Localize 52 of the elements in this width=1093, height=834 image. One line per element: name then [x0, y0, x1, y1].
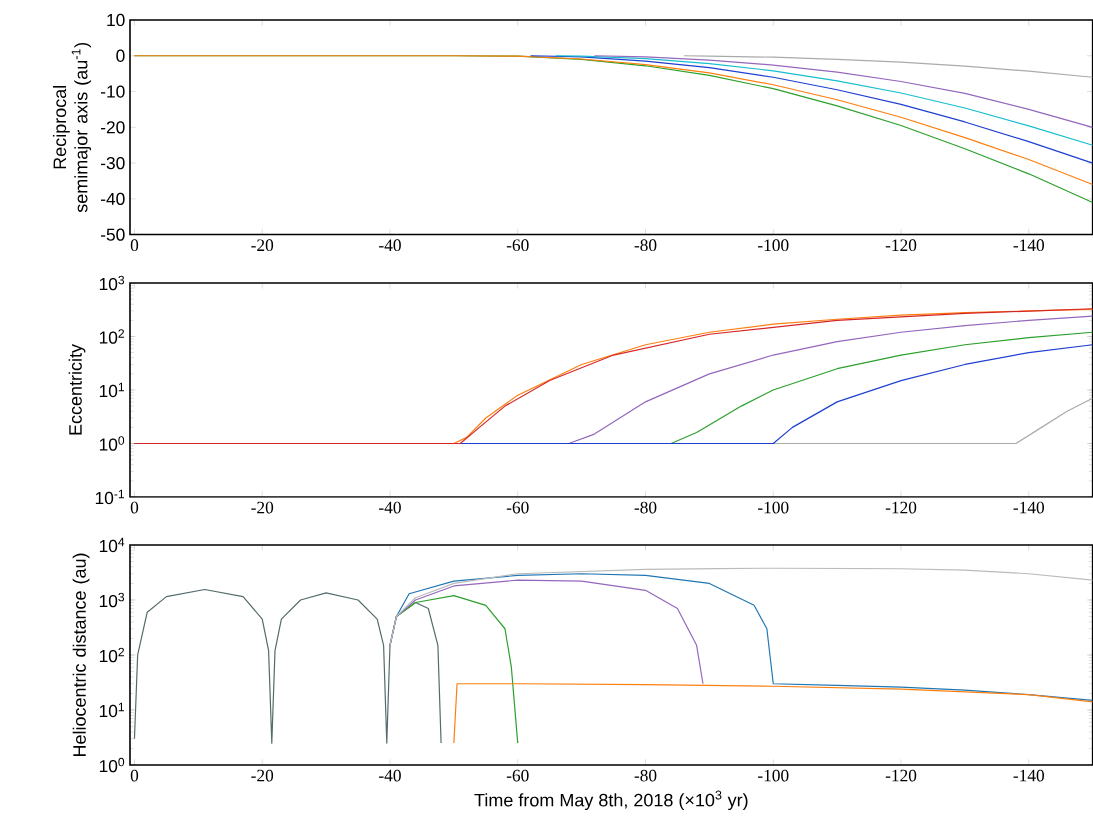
x-axis-title: Time from May 8th, 2018 (×10$^{3}$ yr)	[474, 790, 748, 811]
x-tick-label: -120	[885, 769, 917, 782]
x-tick-label: -100	[758, 239, 789, 252]
x-tick-label: -60	[506, 769, 529, 782]
y-tick-label: 10$^{2}$	[99, 647, 124, 663]
line-series	[555, 55, 1093, 146]
x-tick-label: -80	[634, 769, 657, 782]
y-tick-label: -50	[101, 228, 125, 241]
line-series	[593, 55, 1093, 128]
x-tick-label: -20	[251, 769, 274, 782]
y-tick-label: -40	[101, 192, 125, 205]
y-tick-label: 10$^{3}$	[99, 592, 125, 608]
y-tick-label: 10$^{1}$	[99, 382, 125, 398]
y-tick-label: 10$^{-1}$	[95, 489, 125, 505]
line-series	[683, 55, 1093, 78]
x-tick-label: -120	[885, 239, 917, 252]
x-tick-label: -60	[506, 501, 529, 514]
y-tick-label: -30	[101, 156, 125, 170]
y-tick-label: -10	[101, 85, 125, 98]
y-axis-title: Reciprocal semimajor axis (au$^{-1}$)	[52, 42, 92, 213]
y-tick-label: 10$^{2}$	[99, 329, 124, 344]
x-tick-label: -140	[1013, 239, 1044, 252]
line-series	[133, 588, 442, 744]
y-tick-label: 10$^{0}$	[99, 757, 125, 773]
x-tick-label: -80	[634, 239, 657, 252]
x-tick-label: 0	[130, 239, 139, 252]
x-tick-label: -120	[885, 501, 917, 514]
line-series	[529, 55, 1093, 164]
x-tick-label: 0	[130, 769, 139, 782]
x-tick-label: -40	[379, 501, 401, 514]
line-series	[453, 683, 1093, 744]
y-tick-label: 10$^{0}$	[99, 436, 125, 451]
x-tick-label: -140	[1013, 769, 1045, 782]
x-tick-label: -100	[758, 501, 789, 514]
x-tick-label: -80	[634, 501, 657, 514]
line-series	[389, 567, 1093, 646]
x-tick-label: -20	[251, 501, 274, 514]
y-tick-label: -20	[101, 121, 125, 134]
x-tick-label: -100	[758, 769, 789, 782]
x-tick-label: 0	[130, 501, 139, 514]
x-tick-label: -60	[506, 239, 529, 252]
y-tick-label: 10$^{4}$	[99, 537, 125, 553]
x-tick-label: -40	[379, 239, 401, 252]
y-axis-title: Heliocentric distance (au)	[72, 553, 90, 757]
y-tick-label: 10$^{3}$	[99, 275, 125, 291]
y-tick-label: 10	[107, 13, 125, 27]
y-axis-title: Eccentricity	[68, 344, 86, 435]
y-tick-label: 0	[116, 49, 125, 62]
x-tick-label: -20	[251, 239, 274, 252]
x-tick-label: -40	[379, 769, 401, 782]
y-tick-label: 10$^{1}$	[99, 702, 125, 718]
x-tick-label: -140	[1013, 501, 1044, 514]
